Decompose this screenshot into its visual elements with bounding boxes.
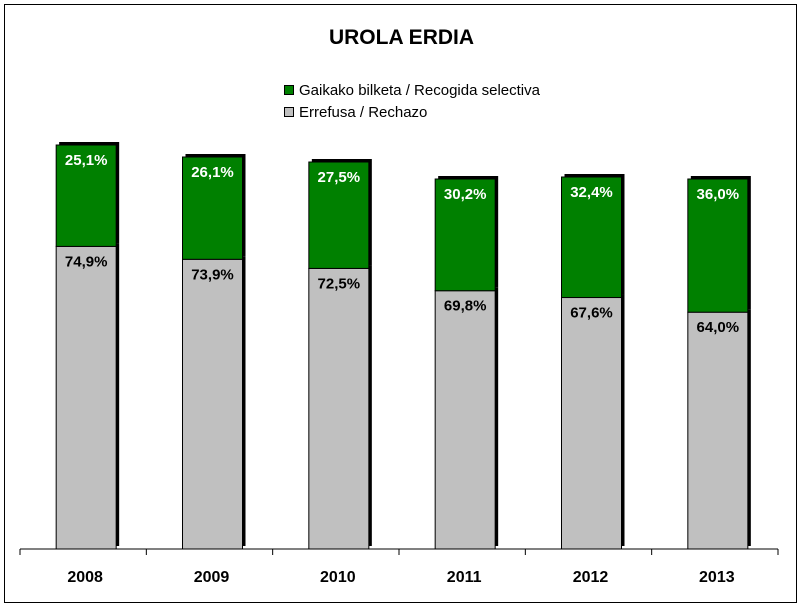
- data-label-rechazo-2012: 67,6%: [570, 305, 613, 322]
- data-label-recogida-2011: 30,2%: [444, 186, 487, 203]
- data-label-rechazo-2008: 74,9%: [65, 253, 108, 270]
- legend-swatch-rechazo: [284, 107, 294, 117]
- legend-label-rechazo: Errefusa / Rechazo: [299, 103, 428, 121]
- bar-recogida-2012: [561, 176, 622, 299]
- data-label-recogida-2013: 36,0%: [697, 186, 740, 203]
- data-label-rechazo-2013: 64,0%: [697, 319, 740, 336]
- data-label-rechazo-2009: 73,9%: [191, 266, 234, 283]
- data-label-rechazo-2011: 69,8%: [444, 298, 487, 315]
- x-tick-label-2010: 2010: [320, 569, 356, 586]
- x-tick-label-2011: 2011: [447, 569, 482, 586]
- x-tick-label-2008: 2008: [67, 569, 103, 586]
- bar-recogida-2009: [182, 156, 243, 260]
- data-label-rechazo-2010: 72,5%: [318, 275, 361, 292]
- bar-rechazo-2012: [561, 297, 622, 550]
- bar-recogida-2010: [308, 161, 370, 269]
- data-label-recogida-2009: 26,1%: [191, 164, 234, 181]
- chart-title: UROLA ERDIA: [328, 26, 475, 49]
- bar-rechazo-2010: [308, 267, 370, 550]
- bar-rechazo-2013: [687, 311, 749, 550]
- bar-recogida-2011: [434, 178, 496, 292]
- bar-rechazo-2008: [55, 245, 117, 550]
- x-tick-label-2013: 2013: [699, 569, 735, 586]
- chart-frame: [4, 4, 797, 603]
- bar-rechazo-2011: [434, 290, 496, 550]
- legend-item-recogida: Gaikako bilketa / Recogida selectiva: [284, 79, 540, 101]
- bar-rechazo-2009: [182, 258, 243, 550]
- bar-recogida-2008: [55, 144, 117, 247]
- bar-recogida-2013: [687, 178, 749, 313]
- data-label-recogida-2008: 25,1%: [65, 152, 108, 169]
- legend-swatch-recogida: [284, 85, 294, 95]
- legend-item-rechazo: Errefusa / Rechazo: [284, 101, 540, 123]
- data-label-recogida-2012: 32,4%: [570, 184, 613, 201]
- legend: Gaikako bilketa / Recogida selectiva Err…: [284, 79, 540, 123]
- legend-label-recogida: Gaikako bilketa / Recogida selectiva: [299, 81, 540, 99]
- x-tick-label-2009: 2009: [194, 569, 230, 586]
- data-label-recogida-2010: 27,5%: [318, 169, 361, 186]
- x-tick-label-2012: 2012: [573, 569, 609, 586]
